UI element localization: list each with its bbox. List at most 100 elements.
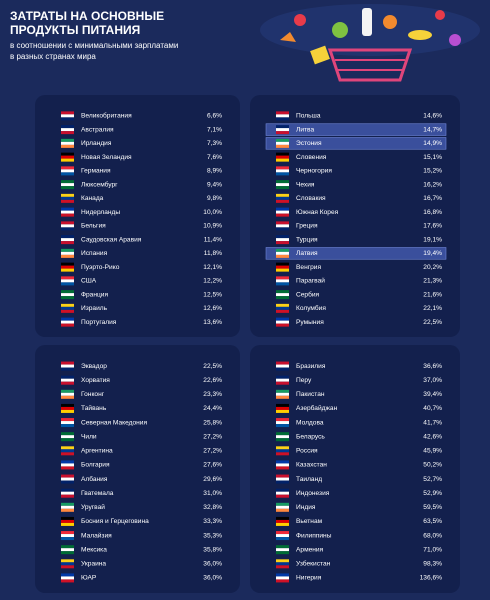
country-name: Португалия [81,319,117,326]
flag [276,531,289,541]
flag-stripe [276,309,289,313]
country-name: Казахстан [296,462,327,469]
country-name: Уругвай [81,503,105,511]
flag-stripe [61,227,74,231]
flag-stripe [276,227,289,231]
country-name: Индонезия [296,490,330,497]
country-name: Тайвань [81,404,107,412]
country-name: Перу [296,377,312,384]
flag [276,516,289,526]
flag-stripe [276,224,289,228]
flag-stripe [276,466,289,470]
flag [276,152,289,162]
country-name: Пакистан [296,391,325,398]
flag-stripe [276,186,289,190]
flag-stripe [61,449,74,453]
flag-stripe [61,424,74,428]
flag-stripe [61,210,74,214]
flag-stripe [61,508,74,512]
flag-stripe [276,265,289,269]
flag [276,573,289,583]
panel: Эквадор 22,5% Хорватия 22,6% Гонконг 23,3% Тай… [35,345,240,593]
flag-stripe [276,522,289,526]
flag-stripe [276,449,289,453]
flag-stripe [61,389,74,393]
country-name: Бразилия [296,363,326,370]
country-name: Вьетнам [296,518,323,525]
flag-stripe [276,166,289,170]
flag-stripe [276,296,289,300]
country-name: Босния и Герцеговина [81,518,149,525]
flag-stripe [276,210,289,214]
country-value: 59,5% [423,504,442,511]
flag-stripe [61,241,74,245]
flag [276,290,289,300]
flag-stripe [61,565,74,569]
flag-stripe [276,392,289,396]
country-value: 40,7% [423,405,442,412]
country-value: 98,3% [423,561,442,568]
panel-background [35,345,240,593]
flag-stripe [276,158,289,162]
flag [61,375,74,385]
flag-stripe [276,114,289,118]
flag [276,262,289,272]
flag-stripe [61,144,74,148]
flag-stripe [276,196,289,200]
country-value: 29,6% [203,476,222,483]
flag-stripe [276,491,289,495]
country-value: 37,0% [423,377,442,384]
country-value: 42,6% [423,433,442,440]
flag-stripe [61,317,74,321]
flag-stripe [61,296,74,300]
country-value: 14,9% [423,140,442,147]
country-value: 22,5% [203,363,222,370]
flag-stripe [276,251,289,255]
flag-stripe [61,265,74,269]
flag-stripe [276,381,289,385]
country-name: Польша [296,113,321,120]
flag-stripe [61,491,74,495]
flag [61,317,74,327]
panel: Бразилия 36,6% Перу 37,0% Пакистан 39,4% Азерб… [250,345,460,593]
flag-stripe [276,155,289,159]
country-value: 50,2% [423,462,442,469]
flag-stripe [61,545,74,549]
country-value: 8,9% [207,168,222,175]
country-name: Великобритания [81,112,132,120]
flag-stripe [61,562,74,566]
flag-stripe [61,117,74,121]
flag-stripe [276,548,289,552]
flag-stripe [276,117,289,121]
flag-stripe [61,155,74,159]
country-value: 39,4% [423,391,442,398]
flag-stripe [276,551,289,555]
flag-stripe [276,438,289,442]
flag-stripe [61,303,74,307]
flag-stripe [276,389,289,393]
flag-stripe [61,480,74,484]
country-name: Латвия [296,250,318,257]
country-name: Филиппины [296,532,332,539]
country-value: 36,0% [203,575,222,582]
flag [276,303,289,313]
flag [61,573,74,583]
country-value: 45,9% [423,448,442,455]
flag-stripe [276,474,289,478]
country-value: 71,0% [423,546,442,553]
flag [276,111,289,121]
country-name: Армения [296,546,324,553]
country-value: 11,8% [204,250,222,257]
country-name: Северная Македония [81,419,147,426]
flag [276,248,289,258]
flag-stripe [276,213,289,217]
flag-stripe [276,537,289,541]
flag-stripe [61,367,74,371]
flag-stripe [61,248,74,252]
flag [61,460,74,470]
country-name: Ирландия [81,140,112,147]
country-value: 23,3% [203,391,222,398]
country-value: 63,5% [423,518,442,525]
country-value: 27,2% [203,433,222,440]
